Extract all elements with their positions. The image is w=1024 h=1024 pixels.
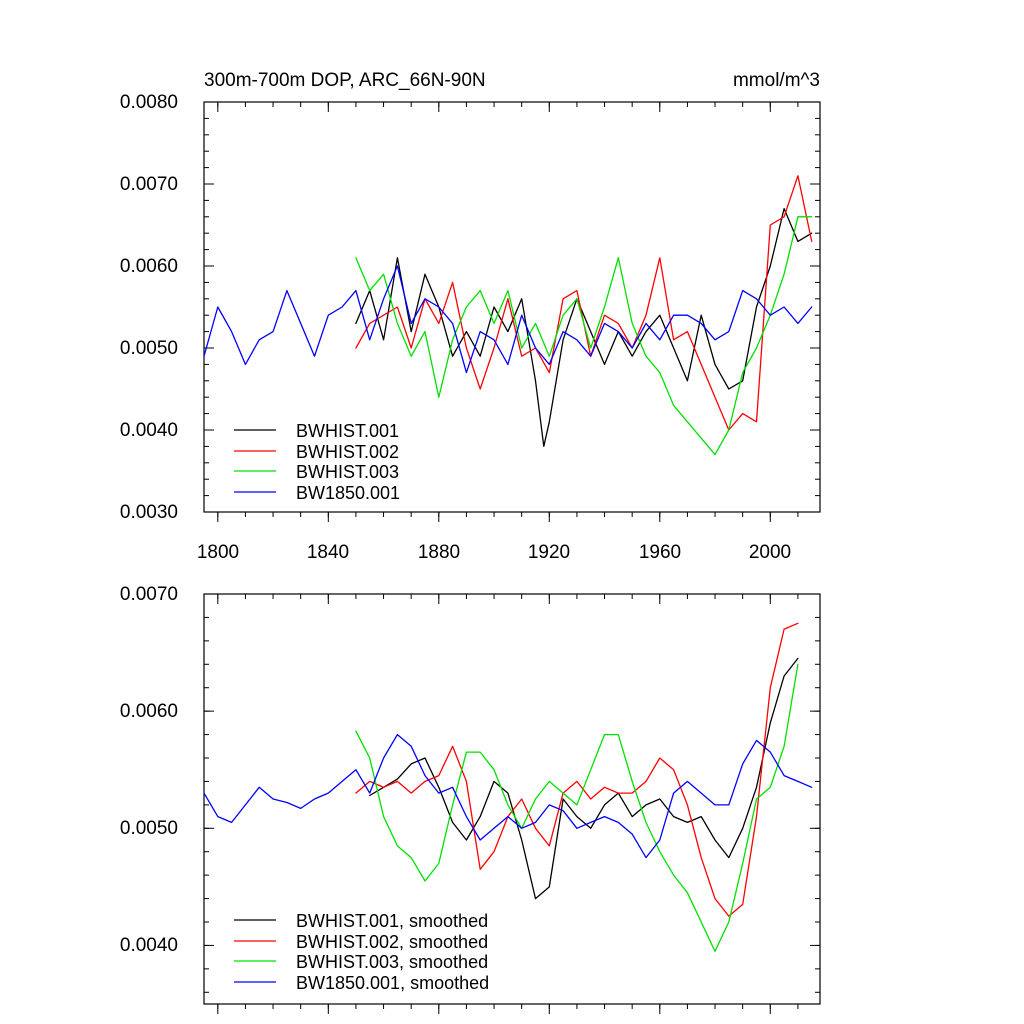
series-line-bwhist-003-smoothed <box>355 663 799 952</box>
y-tick-label: 0.0070 <box>120 584 178 605</box>
y-tick-label: 0.0030 <box>120 502 178 523</box>
y-tick-label: 0.0060 <box>120 256 178 277</box>
legend-label: BWHIST.002, smoothed <box>296 932 488 952</box>
legend-label: BWHIST.002 <box>296 442 399 462</box>
x-tick-label: 2000 <box>749 542 791 563</box>
legend-label: BWHIST.003, smoothed <box>296 952 488 972</box>
legend-label: BWHIST.001 <box>296 421 399 441</box>
x-tick-label: 1840 <box>307 542 349 563</box>
legend-label: BW1850.001 <box>296 483 400 503</box>
series-line-bw1850-001 <box>203 265 813 374</box>
top-panel-title: 300m-700m DOP, ARC_66N-90N <box>204 70 486 91</box>
top-panel-x-tick-labels: 1800 1840 1880 1920 1960 2000 <box>197 542 791 563</box>
y-tick-label: 0.0040 <box>120 935 178 956</box>
series-line-bwhist-001-smoothed <box>369 657 799 900</box>
x-tick-label: 1920 <box>528 542 570 563</box>
top-panel-plot-area <box>203 101 821 513</box>
series-line-bwhist-002 <box>355 175 813 431</box>
top-panel-legend: BWHIST.001 BWHIST.002 BWHIST.003 BW1850.… <box>234 421 400 503</box>
y-tick-label: 0.0040 <box>120 420 178 441</box>
y-tick-label: 0.0050 <box>120 338 178 359</box>
y-tick-label: 0.0050 <box>120 818 178 839</box>
y-tick-label: 0.0060 <box>120 701 178 722</box>
top-panel-y-tick-labels: 0.0030 0.0040 0.0050 0.0060 0.0070 0.008… <box>120 92 178 523</box>
bottom-panel-plot-area <box>203 593 821 1005</box>
top-panel-ticks <box>204 101 820 522</box>
bottom-panel-series <box>203 622 813 952</box>
legend-label: BWHIST.003 <box>296 462 399 482</box>
bottom-panel-legend: BWHIST.001, smoothed BWHIST.002, smoothe… <box>234 911 489 993</box>
series-line-bwhist-003 <box>355 216 813 456</box>
series-line-bwhist-001 <box>355 207 813 448</box>
y-tick-label: 0.0070 <box>120 174 178 195</box>
top-panel: 300m-700m DOP, ARC_66N-90N mmol/m^3 0.00… <box>120 70 821 563</box>
x-tick-label: 1880 <box>418 542 460 563</box>
x-tick-label: 1800 <box>197 542 239 563</box>
bottom-panel-ticks <box>204 593 820 1014</box>
bottom-panel: 0.0040 0.0050 0.0060 0.0070 BWHIST.001, … <box>120 584 821 1014</box>
y-tick-label: 0.0080 <box>120 92 178 113</box>
bottom-panel-y-tick-labels: 0.0040 0.0050 0.0060 0.0070 <box>120 584 178 956</box>
top-panel-series <box>203 175 813 456</box>
legend-label: BW1850.001, smoothed <box>296 973 489 993</box>
series-line-bwhist-002-smoothed <box>355 622 799 917</box>
top-panel-units: mmol/m^3 <box>733 70 820 91</box>
series-line-bw1850-001-smoothed <box>203 733 813 859</box>
legend-label: BWHIST.001, smoothed <box>296 911 488 931</box>
x-tick-label: 1960 <box>639 542 681 563</box>
